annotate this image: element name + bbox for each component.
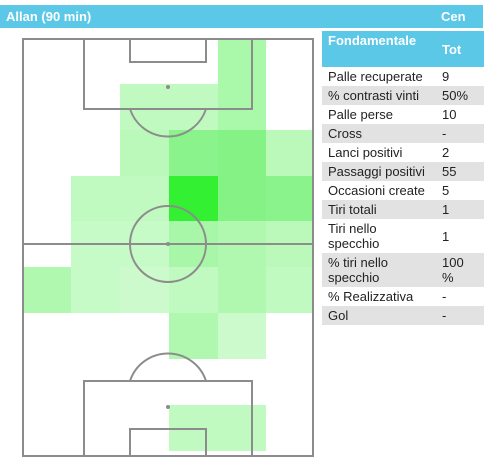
heat-cell [71, 176, 120, 221]
stat-label: % contrasti vinti [322, 86, 436, 105]
top-penalty-spot [166, 85, 170, 89]
stat-label: Tiri totali [322, 200, 436, 219]
top-penalty-arc [129, 108, 207, 138]
heat-cell [218, 267, 266, 313]
stat-label: % Realizzativa [328, 289, 414, 304]
pitch-spots [166, 85, 170, 409]
heat-cell [218, 84, 266, 130]
table-row: Cross - [322, 124, 484, 143]
table-row: Tiri totali 1 [322, 200, 484, 219]
stat-value: - [442, 289, 447, 304]
heat-cell [218, 130, 266, 176]
heat-cell [169, 176, 218, 221]
heat-cell [218, 38, 266, 84]
stats-header-row: Fondamentale Tot [322, 31, 484, 67]
stat-value: - [436, 306, 484, 325]
heat-cell [169, 130, 218, 176]
player-header: Allan (90 min) Cen [0, 5, 483, 28]
table-row: Passaggi positivi 55 [322, 162, 484, 181]
stat-value: 50% [436, 86, 484, 105]
table-row: % Realizzativa - [322, 287, 484, 306]
stats-col-label: Fondamentale [322, 31, 436, 67]
table-row: Tiri nello specchio 1 [322, 219, 484, 253]
stats-col-value: Tot [436, 31, 484, 67]
heat-cell [169, 313, 218, 359]
heat-cell [266, 176, 314, 221]
bottom-penalty-arc [129, 352, 207, 382]
heat-cell [120, 130, 169, 176]
stat-value: 2 [442, 145, 450, 160]
stat-value: 10 [442, 107, 457, 122]
stat-value: 55 [436, 162, 484, 181]
stat-label: Palle recuperate [328, 69, 423, 84]
stat-label: Passaggi positivi [322, 162, 436, 181]
table-row: Lanci positivi 2 [322, 143, 484, 162]
stat-label: Cross [322, 124, 436, 143]
table-row: Occasioni create 5 [322, 181, 484, 200]
top-goal-area [129, 38, 207, 63]
stat-value: 9 [442, 69, 450, 84]
player-role: Cen [441, 9, 466, 24]
heat-cell [120, 84, 169, 130]
heat-cell [22, 267, 71, 313]
stat-value: 1 [442, 228, 450, 244]
stat-label: Tiri nello specchio [328, 221, 380, 251]
center-spot [166, 242, 170, 246]
player-name: Allan (90 min) [6, 9, 92, 24]
heat-cell [169, 267, 218, 313]
stat-value: 1 [436, 200, 484, 219]
table-row: % contrasti vinti 50% [322, 86, 484, 105]
table-row: Palle recuperate 9 [322, 67, 484, 86]
table-row: Palle perse 10 [322, 105, 484, 124]
heat-cell [169, 84, 218, 130]
heatmap-pitch [22, 38, 314, 457]
heat-cell [218, 405, 266, 451]
heat-cell [266, 267, 314, 313]
heatmap-cells [22, 38, 314, 451]
table-row: % tiri nello specchio 100 % [322, 253, 484, 287]
heat-cell [266, 130, 314, 176]
stat-label: Palle perse [328, 107, 394, 122]
heat-cell [218, 176, 266, 221]
stat-value: 100 % [436, 253, 484, 287]
stat-label: % tiri nello specchio [322, 253, 436, 287]
table-row: Gol - [322, 306, 484, 325]
heat-cell [218, 313, 266, 359]
stat-label: Lanci positivi [328, 145, 403, 160]
pitch-lines [22, 38, 314, 457]
stat-label: Occasioni create [328, 183, 425, 198]
stat-value: 5 [442, 183, 450, 198]
bottom-penalty-spot [166, 405, 170, 409]
bottom-goal-area [129, 428, 207, 457]
heat-cell [71, 267, 120, 313]
stat-label: Gol [322, 306, 436, 325]
stats-table: Fondamentale Tot Palle recuperate 9 % con… [322, 31, 484, 325]
center-circle [129, 205, 207, 283]
stat-value: - [436, 124, 484, 143]
